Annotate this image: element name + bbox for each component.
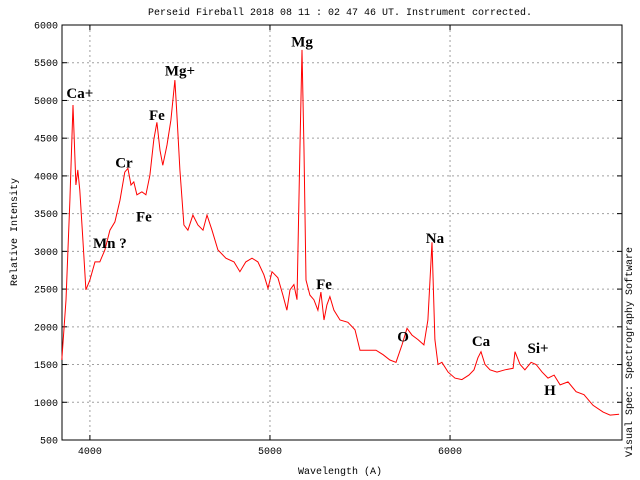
y-tick-label: 6000 [34,22,58,33]
side-note: Visual Spec: Spectrography Software [624,247,636,457]
annotation: Si+ [528,341,549,357]
y-tick-label: 2500 [34,286,58,297]
y-tick-label: 1500 [34,361,58,372]
y-tick-label: 4500 [34,135,58,146]
annotation: Ca+ [66,86,93,102]
annotation: Mg [291,35,313,51]
y-tick-label: 500 [40,437,58,448]
y-tick-label: 5500 [34,59,58,70]
x-axis-label: Wavelength (A) [298,466,382,478]
y-tick-label: 3500 [34,210,58,221]
plot-frame [61,24,623,441]
y-tick-label: 2000 [34,323,58,334]
y-tick-label: 4000 [34,172,58,183]
y-axis-label: Relative Intensity [9,178,21,286]
annotation: Fe [316,277,332,293]
annotation: Na [426,231,445,247]
chart-title: Perseid Fireball 2018 08 11 : 02 47 46 U… [148,7,532,19]
annotation: O [397,330,409,346]
annotation: H [544,383,556,399]
y-tick-label: 3000 [34,248,58,259]
y-tick-label: 5000 [34,97,58,108]
x-tick-label: 6000 [438,447,462,458]
annotation: Cr [115,155,133,171]
spectrum-line [61,49,620,416]
annotation: Fe [149,108,165,124]
annotation: Fe [136,210,152,226]
annotation: Ca [472,334,491,350]
x-tick-label: 5000 [258,447,282,458]
annotation: Mn ? [93,236,127,252]
y-tick-label: 1000 [34,399,58,410]
x-tick-label: 4000 [78,447,102,458]
annotation: Mg+ [165,63,195,79]
